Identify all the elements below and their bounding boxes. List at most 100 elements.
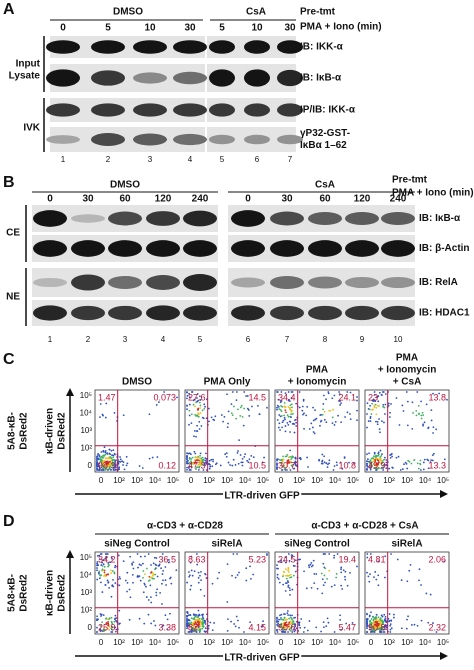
event-dot xyxy=(339,614,342,617)
event-dot xyxy=(106,579,109,582)
event-dot xyxy=(150,601,153,604)
event-dot xyxy=(114,460,117,463)
event-dot xyxy=(233,623,236,625)
event-dot xyxy=(383,576,386,579)
band xyxy=(33,277,67,288)
event-dot xyxy=(252,456,255,459)
event-dot xyxy=(407,615,409,618)
event-dot xyxy=(406,400,409,403)
event-dot xyxy=(96,631,98,633)
event-dot xyxy=(417,467,420,470)
event-dot xyxy=(195,628,198,631)
event-dot xyxy=(308,428,311,430)
event-dot xyxy=(229,464,231,466)
event-dot xyxy=(241,461,244,464)
event-dot xyxy=(101,568,104,571)
event-dot xyxy=(376,420,379,423)
event-dot xyxy=(380,619,382,622)
event-dot xyxy=(383,458,386,461)
event-dot xyxy=(131,563,134,566)
event-dot xyxy=(288,617,291,620)
event-dot xyxy=(373,406,376,408)
event-dot xyxy=(346,391,349,393)
band xyxy=(146,305,180,321)
x-tick-label: 0 xyxy=(369,638,374,647)
blot-label: IκBα 1–62 xyxy=(300,140,347,151)
event-dot xyxy=(368,460,370,463)
event-dot xyxy=(201,409,204,412)
band xyxy=(71,274,105,291)
plot-title: PMA Only xyxy=(204,377,251,388)
event-dot xyxy=(104,457,107,460)
event-dot xyxy=(204,457,207,460)
event-dot xyxy=(368,452,370,455)
event-dot xyxy=(341,467,344,470)
event-dot xyxy=(391,455,393,458)
event-dot xyxy=(284,613,286,616)
event-dot xyxy=(102,469,105,471)
event-dot xyxy=(377,467,380,469)
event-dot xyxy=(372,408,374,411)
group-label: α-CD3 + α-CD28 + CsA xyxy=(311,521,418,532)
event-dot xyxy=(162,570,165,572)
event-dot xyxy=(370,631,373,633)
plot-title: + Ionomycin xyxy=(378,365,437,376)
event-dot xyxy=(105,460,107,463)
event-dot xyxy=(307,466,309,468)
event-dot xyxy=(202,625,205,628)
event-dot xyxy=(332,408,334,411)
event-dot xyxy=(290,403,293,406)
event-dot xyxy=(186,618,188,621)
event-dot xyxy=(289,629,292,632)
event-dot xyxy=(339,404,342,406)
band xyxy=(270,276,304,289)
event-dot xyxy=(311,426,314,429)
x-tick-label: 10² xyxy=(383,476,395,485)
event-dot xyxy=(375,458,378,460)
event-dot xyxy=(226,426,229,429)
event-dot xyxy=(200,457,203,460)
event-dot xyxy=(266,553,268,555)
event-dot xyxy=(199,574,201,577)
event-dot xyxy=(146,567,148,570)
event-dot xyxy=(423,458,426,461)
x-tick-label: 10⁵ xyxy=(437,638,449,647)
event-dot xyxy=(200,579,202,582)
event-dot xyxy=(225,455,228,458)
event-dot xyxy=(96,456,98,458)
event-dot xyxy=(279,625,281,628)
event-dot xyxy=(142,591,145,594)
event-dot xyxy=(190,617,193,620)
event-dot xyxy=(369,408,371,411)
event-dot xyxy=(287,553,290,555)
event-dot xyxy=(291,409,293,412)
event-dot xyxy=(99,457,102,459)
event-dot xyxy=(388,619,391,622)
event-dot xyxy=(98,572,100,575)
event-dot xyxy=(313,573,316,575)
event-dot xyxy=(119,456,121,458)
event-dot xyxy=(281,421,284,424)
event-dot xyxy=(369,622,371,625)
event-dot xyxy=(195,614,198,616)
event-dot xyxy=(356,399,358,402)
band xyxy=(173,71,207,85)
event-dot xyxy=(243,455,246,458)
band xyxy=(46,69,80,87)
event-dot xyxy=(335,461,338,464)
event-dot xyxy=(114,618,116,621)
event-dot xyxy=(199,412,202,414)
event-dot xyxy=(372,622,375,625)
band xyxy=(91,103,125,117)
event-dot xyxy=(113,620,116,623)
event-dot xyxy=(331,397,334,400)
event-dot xyxy=(157,565,160,567)
event-dot xyxy=(279,462,282,464)
event-dot xyxy=(376,623,379,626)
event-dot xyxy=(203,463,206,465)
event-dot xyxy=(326,617,329,620)
event-dot xyxy=(370,611,372,614)
event-dot xyxy=(406,580,409,583)
event-dot xyxy=(155,591,158,594)
event-dot xyxy=(381,453,383,456)
